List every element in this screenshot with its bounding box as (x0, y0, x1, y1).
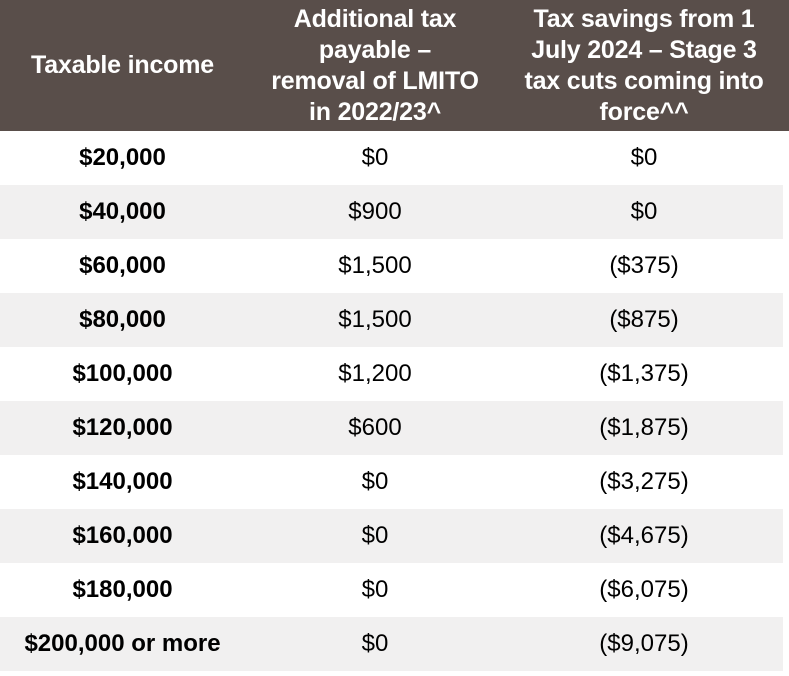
cell-taxable-income: $80,000 (79, 306, 166, 333)
header-line: Additional tax (293, 4, 457, 33)
cell-tax-savings: ($4,675) (505, 509, 789, 563)
table-row: $140,000 $0 ($3,275) (0, 455, 789, 509)
table-row: $100,000 $1,200 ($1,375) (0, 347, 789, 401)
header-line: payable – (318, 35, 432, 64)
cell-additional-tax: $0 (361, 522, 389, 549)
table-header: Taxable income Additional tax payable – … (0, 0, 789, 131)
header-line: in 2022/23^ (309, 97, 441, 126)
table-row: $20,000 $0 $0 (0, 131, 789, 185)
header-line: Taxable income (31, 51, 214, 79)
table-row: $80,000 $1,500 ($875) (0, 293, 789, 347)
cell-taxable-income: $160,000 (72, 522, 173, 549)
cell-tax-savings: ($1,875) (505, 401, 789, 455)
header-line: tax cuts coming into (524, 66, 764, 95)
cell-additional-tax: $0 (361, 576, 389, 603)
cell-additional-tax: $1,500 (338, 252, 412, 279)
cell-taxable-income: $100,000 (72, 360, 173, 387)
cell-additional-tax: $1,200 (338, 360, 412, 387)
column-header-tax-savings: Tax savings from 1 July 2024 – Stage 3 t… (505, 0, 789, 131)
cell-additional-tax: $0 (361, 630, 389, 657)
table-body: $20,000 $0 $0 $40,000 $900 $0 $60,000 $1… (0, 131, 789, 671)
cell-tax-savings: $0 (505, 131, 789, 185)
cell-taxable-income: $60,000 (79, 252, 166, 279)
cell-tax-savings: ($375) (505, 239, 789, 293)
cell-taxable-income: $40,000 (79, 198, 166, 225)
cell-taxable-income: $20,000 (79, 144, 166, 171)
cell-tax-savings: ($9,075) (505, 617, 789, 671)
cell-additional-tax: $0 (361, 468, 389, 495)
cell-tax-savings: ($3,275) (505, 455, 789, 509)
table-row: $120,000 $600 ($1,875) (0, 401, 789, 455)
column-header-additional-tax: Additional tax payable – removal of LMIT… (245, 0, 505, 131)
cell-taxable-income: $180,000 (72, 576, 173, 603)
header-line: July 2024 – Stage 3 (531, 35, 757, 64)
table-row: $180,000 $0 ($6,075) (0, 563, 789, 617)
cell-tax-savings: $0 (505, 185, 789, 239)
cell-tax-savings: ($875) (505, 293, 789, 347)
cell-additional-tax: $900 (348, 198, 402, 225)
cell-taxable-income: $120,000 (72, 414, 173, 441)
cell-tax-savings: ($6,075) (505, 563, 789, 617)
cell-additional-tax: $0 (361, 144, 389, 171)
cell-additional-tax: $1,500 (338, 306, 412, 333)
cell-taxable-income: $200,000 or more (24, 630, 221, 657)
header-line: Tax savings from 1 (533, 4, 755, 33)
table-row: $40,000 $900 $0 (0, 185, 789, 239)
cell-taxable-income: $140,000 (72, 468, 173, 495)
header-row: Taxable income Additional tax payable – … (0, 0, 789, 131)
table-row: $200,000 or more $0 ($9,075) (0, 617, 789, 671)
table-row: $60,000 $1,500 ($375) (0, 239, 789, 293)
table-row: $160,000 $0 ($4,675) (0, 509, 789, 563)
cell-additional-tax: $600 (348, 414, 402, 441)
header-line: force^^ (599, 97, 689, 126)
cell-tax-savings: ($1,375) (505, 347, 789, 401)
column-header-taxable-income: Taxable income (0, 0, 245, 131)
header-line: removal of LMITO (271, 66, 479, 95)
